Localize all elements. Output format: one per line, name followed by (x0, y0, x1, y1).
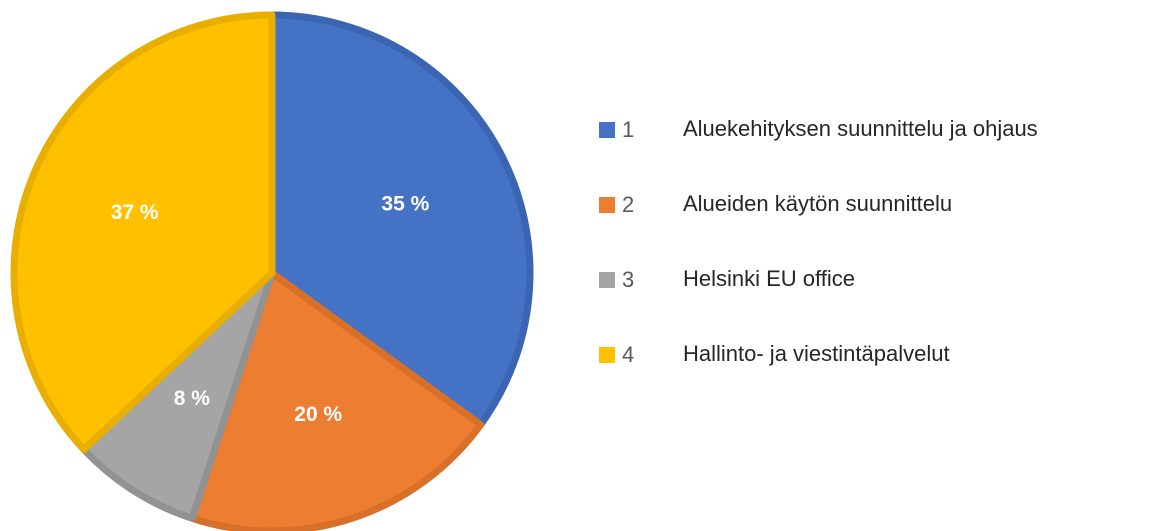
pie-slice (80, 269, 276, 522)
legend-number: 2 (622, 192, 634, 217)
pie-slice (268, 11, 534, 429)
legend-label: Helsinki EU office (683, 266, 855, 291)
data-label: 37 % (111, 201, 159, 224)
legend-swatch (599, 197, 615, 213)
data-label: 35 % (381, 193, 429, 216)
pie-slice (10, 11, 276, 454)
legend-label: Aluekehityksen suunnittelu ja ohjaus (683, 116, 1038, 141)
legend-label: Hallinto- ja viestintäpalvelut (683, 341, 950, 366)
pie-slice (188, 269, 485, 531)
legend-swatch (599, 347, 615, 363)
legend-swatch (599, 122, 615, 138)
legend-number: 3 (622, 267, 634, 292)
legend-label: Alueiden käytön suunnittelu (683, 191, 952, 216)
data-label: 8 % (174, 387, 211, 410)
legend-number: 4 (622, 342, 634, 367)
legend-swatch (599, 272, 615, 288)
data-label: 20 % (294, 403, 342, 426)
legend-number: 1 (622, 117, 634, 142)
